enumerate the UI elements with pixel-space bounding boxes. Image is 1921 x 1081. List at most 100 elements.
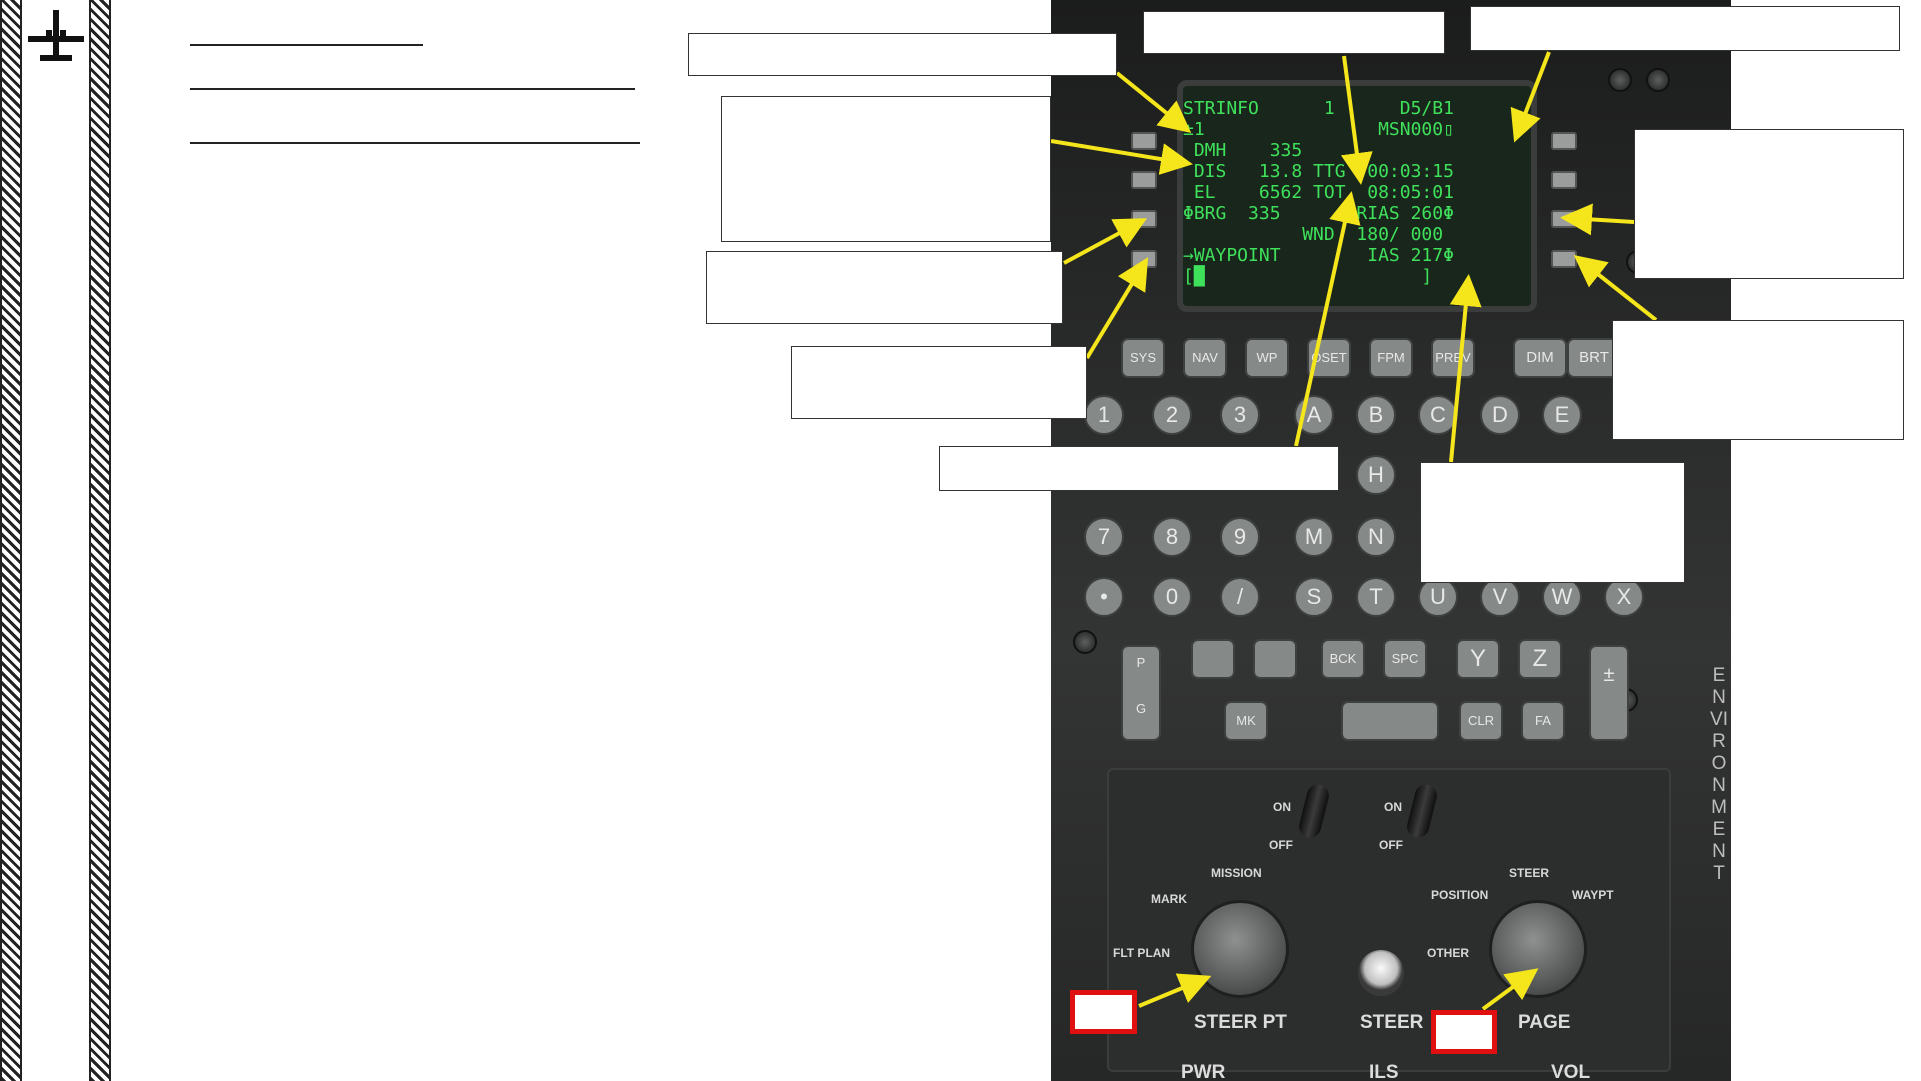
lsk-left-4[interactable] xyxy=(1131,250,1157,268)
spc-key[interactable]: SPC xyxy=(1383,639,1427,679)
off-label-right: OFF xyxy=(1379,838,1403,852)
pg-rocker-p: P xyxy=(1136,655,1146,670)
lsk-left-2[interactable] xyxy=(1131,171,1157,189)
key-x[interactable]: X xyxy=(1604,577,1644,617)
right-hatch-border xyxy=(89,0,111,1081)
lsk-right-3[interactable] xyxy=(1551,210,1577,228)
vol-label: VOL xyxy=(1551,1062,1591,1081)
key-3[interactable]: 3 xyxy=(1220,395,1260,435)
pg-rocker-g: G xyxy=(1135,701,1147,716)
blank-key-2[interactable] xyxy=(1253,639,1297,679)
bck-key[interactable]: BCK xyxy=(1321,639,1365,679)
steer-toggle-button[interactable] xyxy=(1358,950,1404,996)
lsk-left-1[interactable] xyxy=(1131,132,1157,150)
callout-page-number xyxy=(1143,11,1445,54)
lsk-right-1[interactable] xyxy=(1551,132,1577,150)
callout-lsk-right-4 xyxy=(1612,320,1904,440)
screw xyxy=(1646,68,1670,92)
cdu-line-6: ΦBRG 335 RIAS 260Φ xyxy=(1183,203,1454,224)
blank-rocker-key[interactable] xyxy=(1341,701,1439,741)
page-knob[interactable] xyxy=(1489,900,1587,998)
callout-lsk4 xyxy=(791,346,1087,419)
mission-label: MISSION xyxy=(1211,866,1262,880)
key-v[interactable]: V xyxy=(1480,577,1520,617)
callout-lsk-right-3 xyxy=(1634,129,1904,279)
section-underline xyxy=(190,142,640,144)
position-label: POSITION xyxy=(1431,888,1489,902)
callout-dmh xyxy=(721,96,1051,242)
left-hatch-border xyxy=(0,0,22,1081)
key-8[interactable]: 8 xyxy=(1152,517,1192,557)
key-c[interactable]: C xyxy=(1418,395,1458,435)
lsk-right-2[interactable] xyxy=(1551,171,1577,189)
key-e[interactable]: E xyxy=(1542,395,1582,435)
blank-key-1[interactable] xyxy=(1191,639,1235,679)
key-n[interactable]: N xyxy=(1356,517,1396,557)
cdu-line-2: ±1 MSN000▯ xyxy=(1183,119,1454,140)
key-0[interactable]: 0 xyxy=(1152,577,1192,617)
prev-key[interactable]: PREV xyxy=(1431,338,1475,378)
subtitle-underline xyxy=(190,88,635,90)
callout-ias xyxy=(1420,462,1685,583)
key-u[interactable]: U xyxy=(1418,577,1458,617)
lsk-right-4[interactable] xyxy=(1551,250,1577,268)
toggle-switch-right[interactable] xyxy=(1403,778,1443,848)
steer-label: STEER xyxy=(1360,1012,1424,1033)
cdu-screen: STRINFO 1 D5/B1 ±1 MSN000▯ DMH 335 DIS 1… xyxy=(1177,80,1537,312)
environment-label: ENVIRONMENT xyxy=(1710,665,1728,884)
cdu-line-8: →WAYPOINT IAS 217Φ xyxy=(1183,245,1454,266)
fpm-key[interactable]: FPM xyxy=(1369,338,1413,378)
toggle-switch-left[interactable] xyxy=(1295,778,1335,848)
steer-top-label: STEER xyxy=(1509,866,1550,880)
callout-page-title xyxy=(688,33,1117,76)
key-t[interactable]: T xyxy=(1356,577,1396,617)
dim-key[interactable]: DIM xyxy=(1513,338,1567,378)
pwr-label: PWR xyxy=(1181,1062,1226,1081)
key-2[interactable]: 2 xyxy=(1152,395,1192,435)
key-slash[interactable]: / xyxy=(1220,577,1260,617)
page-label: PAGE xyxy=(1518,1012,1571,1033)
wp-key[interactable]: WP xyxy=(1245,338,1289,378)
key-s[interactable]: S xyxy=(1294,577,1334,617)
off-label-left: OFF xyxy=(1269,838,1293,852)
other-label: OTHER xyxy=(1427,946,1469,960)
on-label-right: ON xyxy=(1384,800,1402,814)
clr-key[interactable]: CLR xyxy=(1459,701,1503,741)
pg-rocker[interactable]: P G xyxy=(1121,645,1161,741)
cdu-line-4: DIS 13.8 TTG 00:03:15 xyxy=(1183,161,1454,182)
key-1[interactable]: 1 xyxy=(1084,395,1124,435)
key-m[interactable]: M xyxy=(1294,517,1334,557)
red-callout-steer-pt xyxy=(1070,990,1137,1034)
steer-pt-knob[interactable] xyxy=(1191,900,1289,998)
title-underline xyxy=(190,44,423,46)
key-9[interactable]: 9 xyxy=(1220,517,1260,557)
key-z[interactable]: Z xyxy=(1518,639,1562,679)
key-7[interactable]: 7 xyxy=(1084,517,1124,557)
key-b[interactable]: B xyxy=(1356,395,1396,435)
lsk-left-3[interactable] xyxy=(1131,210,1157,228)
key-y[interactable]: Y xyxy=(1456,639,1500,679)
key-h[interactable]: H xyxy=(1356,455,1396,495)
key-dot[interactable]: • xyxy=(1084,577,1124,617)
cdu-line-9: [█ ] xyxy=(1183,266,1433,287)
ils-label: ILS xyxy=(1369,1062,1399,1081)
fa-key[interactable]: FA xyxy=(1521,701,1565,741)
sys-key[interactable]: SYS xyxy=(1121,338,1165,378)
cdu-line-1: STRINFO 1 D5/B1 xyxy=(1183,98,1454,119)
key-a[interactable]: A xyxy=(1294,395,1334,435)
callout-tot xyxy=(939,446,1339,491)
mk-key[interactable]: MK xyxy=(1224,701,1268,741)
key-d[interactable]: D xyxy=(1480,395,1520,435)
callout-mission xyxy=(1470,6,1900,51)
brightness-rocker[interactable]: ± xyxy=(1589,645,1629,741)
red-callout-page xyxy=(1431,1010,1497,1054)
cdu-line-7: WND 180/ 000 xyxy=(1183,224,1444,245)
cdu-line-5: EL 6562 TOT 08:05:01 xyxy=(1183,182,1454,203)
screw xyxy=(1073,630,1097,654)
on-label-left: ON xyxy=(1273,800,1291,814)
nav-key[interactable]: NAV xyxy=(1183,338,1227,378)
key-w[interactable]: W xyxy=(1542,577,1582,617)
callout-lsk3 xyxy=(706,251,1063,324)
flt-plan-label: FLT PLAN xyxy=(1113,946,1171,960)
oset-key[interactable]: OSET xyxy=(1307,338,1351,378)
